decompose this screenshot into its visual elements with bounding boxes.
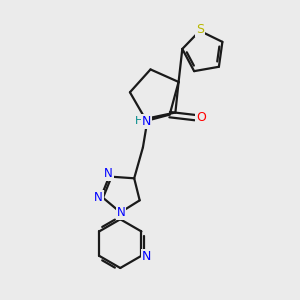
Text: N: N [117, 206, 125, 220]
Text: N: N [142, 115, 152, 128]
Text: S: S [196, 23, 204, 36]
Text: N: N [94, 191, 103, 204]
Text: O: O [196, 111, 206, 124]
Text: N: N [142, 250, 152, 263]
Text: N: N [104, 167, 113, 180]
Text: H: H [135, 116, 143, 126]
